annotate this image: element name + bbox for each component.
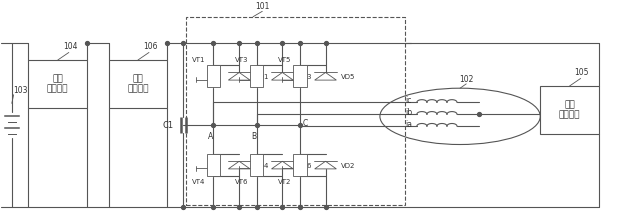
- Bar: [185, 17, 405, 205]
- Text: ib: ib: [405, 108, 412, 117]
- Text: 102: 102: [459, 75, 473, 84]
- Text: VT6: VT6: [235, 179, 248, 185]
- Text: 第三
开关模块: 第三 开关模块: [559, 100, 580, 120]
- Text: VT2: VT2: [278, 179, 292, 185]
- Text: 第一
开关模块: 第一 开关模块: [47, 74, 69, 93]
- Bar: [109, 60, 167, 108]
- Bar: [293, 65, 307, 87]
- Text: ia: ia: [405, 120, 412, 129]
- Bar: [250, 65, 263, 87]
- Text: 103: 103: [14, 86, 28, 95]
- Text: VD4: VD4: [255, 163, 269, 169]
- Bar: [206, 65, 220, 87]
- Bar: [28, 60, 87, 108]
- Text: VD6: VD6: [298, 163, 312, 169]
- Text: VT4: VT4: [192, 179, 205, 185]
- Text: B: B: [251, 131, 256, 141]
- Bar: [293, 154, 307, 176]
- Text: 第二
开关模块: 第二 开关模块: [127, 74, 149, 93]
- Text: C: C: [302, 119, 308, 128]
- Text: VT1: VT1: [192, 57, 205, 63]
- Text: ic: ic: [405, 96, 412, 105]
- Text: VT5: VT5: [278, 57, 292, 63]
- Text: VT3: VT3: [235, 57, 248, 63]
- Text: 101: 101: [255, 2, 269, 11]
- Text: 106: 106: [143, 42, 158, 51]
- Bar: [250, 154, 263, 176]
- Text: VD2: VD2: [341, 163, 355, 169]
- Text: VD3: VD3: [298, 74, 312, 80]
- Text: 104: 104: [63, 42, 77, 51]
- Text: C1: C1: [162, 120, 173, 130]
- Text: A: A: [208, 131, 213, 141]
- Text: VD1: VD1: [255, 74, 269, 80]
- Text: VD5: VD5: [341, 74, 355, 80]
- Bar: [206, 154, 220, 176]
- Text: 105: 105: [575, 68, 589, 77]
- Bar: [540, 86, 599, 134]
